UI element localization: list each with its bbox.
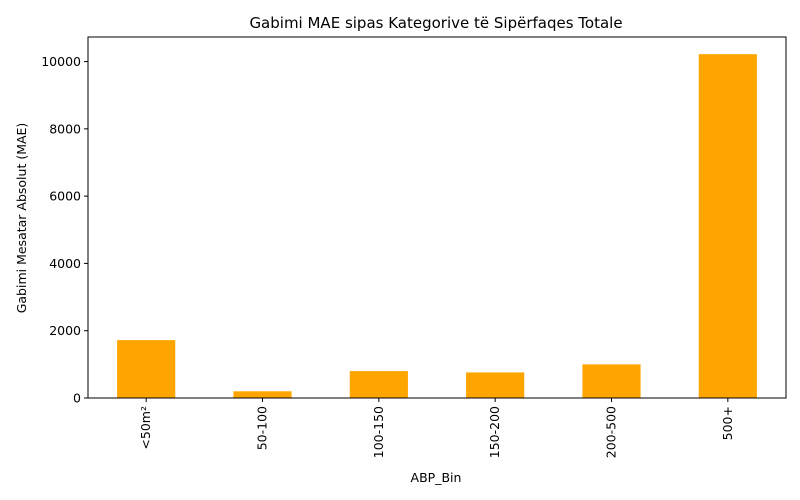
y-tick-label: 8000: [49, 121, 81, 136]
bars-group: [117, 54, 757, 398]
bar: [582, 364, 641, 398]
bar: [466, 372, 525, 398]
y-tick-label: 4000: [49, 256, 81, 271]
x-tick-label: 50-100: [255, 406, 270, 450]
x-tick-label: 500+: [720, 406, 735, 440]
bar: [117, 340, 176, 398]
x-axis-title: ABP_Bin: [411, 470, 462, 485]
x-tick-label: 100-150: [371, 406, 386, 458]
chart-title: Gabimi MAE sipas Kategorive të Sipërfaqe…: [249, 14, 622, 32]
y-tick-label: 10000: [41, 54, 81, 69]
bar: [233, 391, 292, 398]
x-tick-label: 150-200: [487, 406, 502, 458]
x-ticks-group: <50m² 50-100 100-150 150-200 200-500 500+: [138, 398, 735, 458]
plot-frame: [87, 36, 787, 399]
y-tick-label: 6000: [49, 189, 81, 204]
bar: [349, 371, 408, 398]
x-tick-label: <50m²: [138, 406, 153, 450]
bar: [698, 54, 757, 398]
x-tick-label: 200-500: [604, 406, 619, 458]
y-ticks-group: 0 2000 4000 6000 8000 10000: [41, 54, 88, 406]
y-tick-label: 2000: [49, 323, 81, 338]
axes-group: [87, 36, 787, 399]
y-tick-label: 0: [73, 391, 81, 406]
y-axis-title: Gabimi Mesatar Absolut (MAE): [14, 123, 29, 314]
